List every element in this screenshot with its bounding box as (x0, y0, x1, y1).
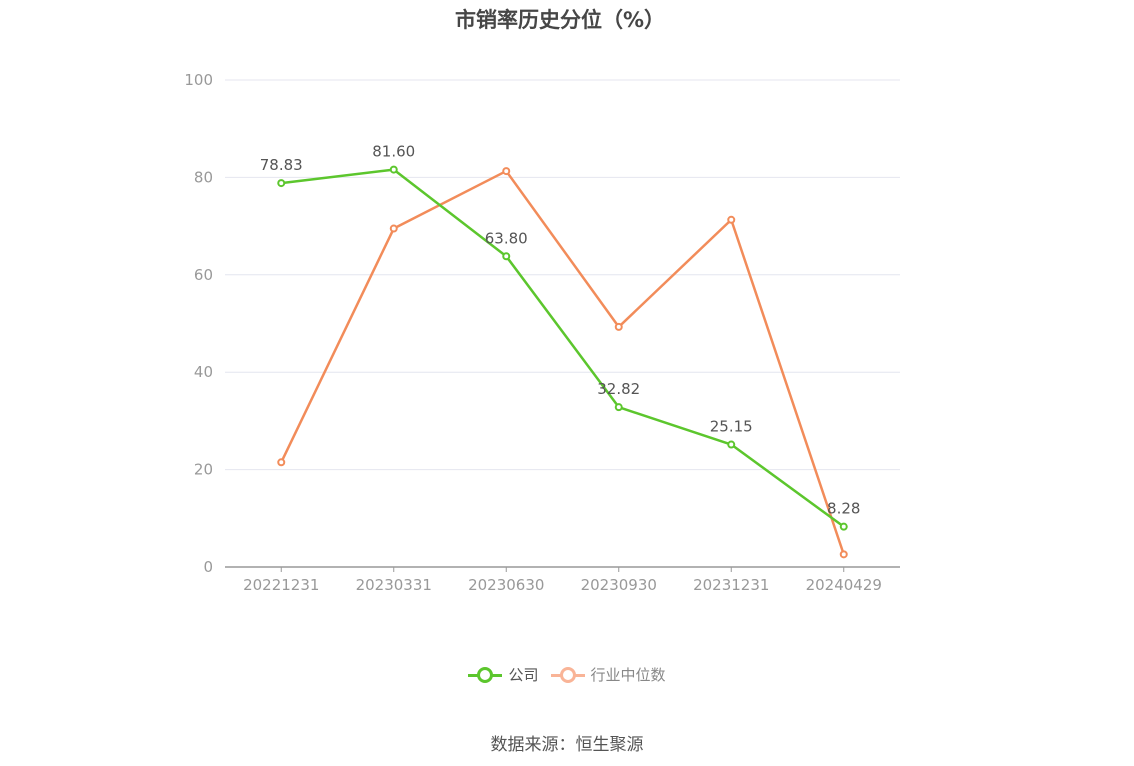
data-label-company: 32.82 (597, 380, 640, 398)
data-label-company: 81.60 (372, 143, 415, 161)
y-tick-label: 20 (194, 461, 213, 479)
data-point-company (502, 252, 511, 261)
data-label-company: 78.83 (260, 156, 303, 174)
chart-title: 市销率历史分位（%） (454, 8, 666, 32)
x-tick-label: 20230630 (468, 576, 544, 594)
y-tick-label: 60 (194, 266, 213, 284)
legend-item-company[interactable]: 公司 (468, 664, 539, 685)
x-tick-label: 20230930 (581, 576, 657, 594)
data-point-industry-median (502, 167, 511, 176)
y-tick-label: 80 (194, 168, 213, 186)
data-point-company (389, 165, 398, 174)
data-point-industry-median (839, 550, 848, 559)
data-label-company: 25.15 (710, 418, 753, 436)
y-tick-label: 40 (194, 363, 213, 381)
data-point-company (727, 440, 736, 449)
data-label-company: 8.28 (827, 500, 860, 518)
data-point-industry-median (389, 224, 398, 233)
legend-company-label: 公司 (508, 666, 539, 684)
series-line-industry-median (280, 169, 845, 555)
data-point-company (277, 179, 286, 188)
legend-industry-label: 行业中位数 (590, 666, 666, 684)
series-line-company (281, 168, 845, 528)
data-labels: 78.83 81.60 63.80 32.82 25.15 8.28 (260, 143, 861, 518)
grid-lines (225, 79, 900, 471)
x-tick-label: 20240429 (806, 576, 882, 594)
data-source: 数据来源：恒生聚源 (490, 735, 644, 755)
y-tick-label: 0 (203, 558, 213, 576)
legend: 公司 行业中位数 (0, 664, 1134, 685)
legend-company-marker (468, 665, 503, 685)
x-tick-label: 20230331 (356, 576, 432, 594)
data-label-company: 63.80 (485, 229, 528, 247)
data-point-industry-median (277, 458, 286, 467)
x-tick-label: 20231231 (693, 576, 769, 594)
data-point-industry-median (727, 215, 736, 224)
data-point-company (614, 403, 623, 412)
legend-industry-marker (550, 665, 585, 685)
data-point-company (839, 522, 848, 531)
x-axis: 20221231 20230331 20230630 20230930 20231231… (225, 566, 900, 594)
series-group (277, 165, 848, 559)
x-tick-label: 20221231 (243, 576, 319, 594)
data-point-industry-median (614, 322, 623, 331)
y-tick-label: 100 (184, 71, 213, 89)
y-axis-ticks: 0 20 40 60 80 100 (184, 71, 213, 576)
legend-item-industry-median[interactable]: 行业中位数 (550, 664, 666, 685)
